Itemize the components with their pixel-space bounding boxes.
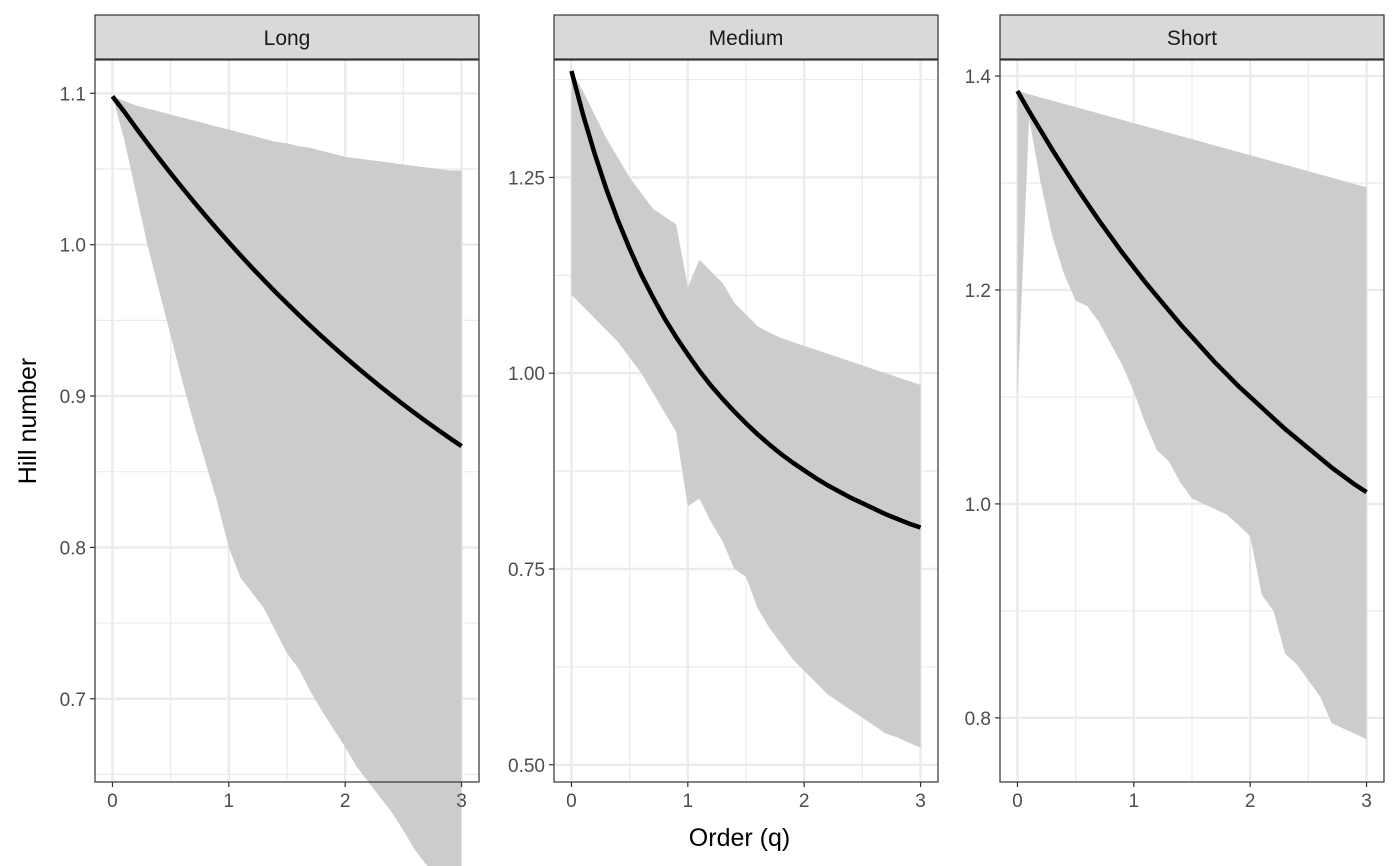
x-tick-label: 1 <box>224 791 235 812</box>
panel-border-short <box>999 59 1385 783</box>
panels: Long 0.7 0.8 0.9 1.0 1.1 0 1 2 3 Medium 0.50 0.75 1.0… <box>60 14 1385 866</box>
estimate-line-short <box>1015 89 1368 495</box>
ci-ribbon-medium <box>571 70 921 748</box>
strip-short <box>999 14 1385 60</box>
x-tick-label: 1 <box>683 791 694 812</box>
y-tick-label: 1.2 <box>965 281 991 302</box>
y-tick-label: 0.8 <box>60 538 86 559</box>
panel-long: Long 0.7 0.8 0.9 1.0 1.1 0 1 2 3 <box>60 14 480 866</box>
strip-long <box>94 14 480 60</box>
y-tick-label: 1.4 <box>965 67 992 88</box>
x-tick-label: 2 <box>799 791 810 812</box>
estimate-line-long <box>110 94 463 448</box>
y-tick-label: 0.7 <box>60 690 86 711</box>
estimate-line-medium <box>569 70 922 530</box>
x-axis-title: Order (q) <box>689 824 790 852</box>
x-tick-label: 2 <box>340 791 351 812</box>
y-tick-label: 1.1 <box>60 84 86 105</box>
strip-label-long: Long <box>264 27 311 50</box>
y-tick-label: 1.0 <box>965 495 991 516</box>
y-tick-label: 0.75 <box>508 560 545 581</box>
y-tick-label: 1.25 <box>508 168 545 189</box>
x-tick-label: 0 <box>566 791 577 812</box>
x-tick-label: 3 <box>1361 791 1372 812</box>
ci-ribbon-long <box>112 96 462 866</box>
panel-medium: Medium 0.50 0.75 1.00 1.25 0 1 2 3 <box>508 14 939 812</box>
panel-border-medium <box>553 59 939 783</box>
y-tick-label: 0.50 <box>508 756 545 777</box>
strip-label-medium: Medium <box>709 27 784 50</box>
x-tick-label: 3 <box>456 791 467 812</box>
y-tick-label: 1.0 <box>60 236 86 257</box>
strip-label-short: Short <box>1167 27 1217 50</box>
y-axis-title: Hill number <box>14 358 42 484</box>
ci-ribbon-short <box>1017 91 1367 740</box>
x-tick-label: 3 <box>915 791 926 812</box>
x-tick-label: 1 <box>1129 791 1140 812</box>
strip-medium <box>553 14 939 60</box>
y-tick-label: 0.8 <box>965 709 991 730</box>
panel-border-long <box>94 59 480 783</box>
panel-short: Short 0.8 1.0 1.2 1.4 0 1 2 3 <box>965 14 1385 812</box>
x-tick-label: 2 <box>1245 791 1256 812</box>
y-tick-label: 0.9 <box>60 387 86 408</box>
x-tick-label: 0 <box>1012 791 1023 812</box>
y-tick-label: 1.00 <box>508 364 545 385</box>
x-tick-label: 0 <box>107 791 118 812</box>
